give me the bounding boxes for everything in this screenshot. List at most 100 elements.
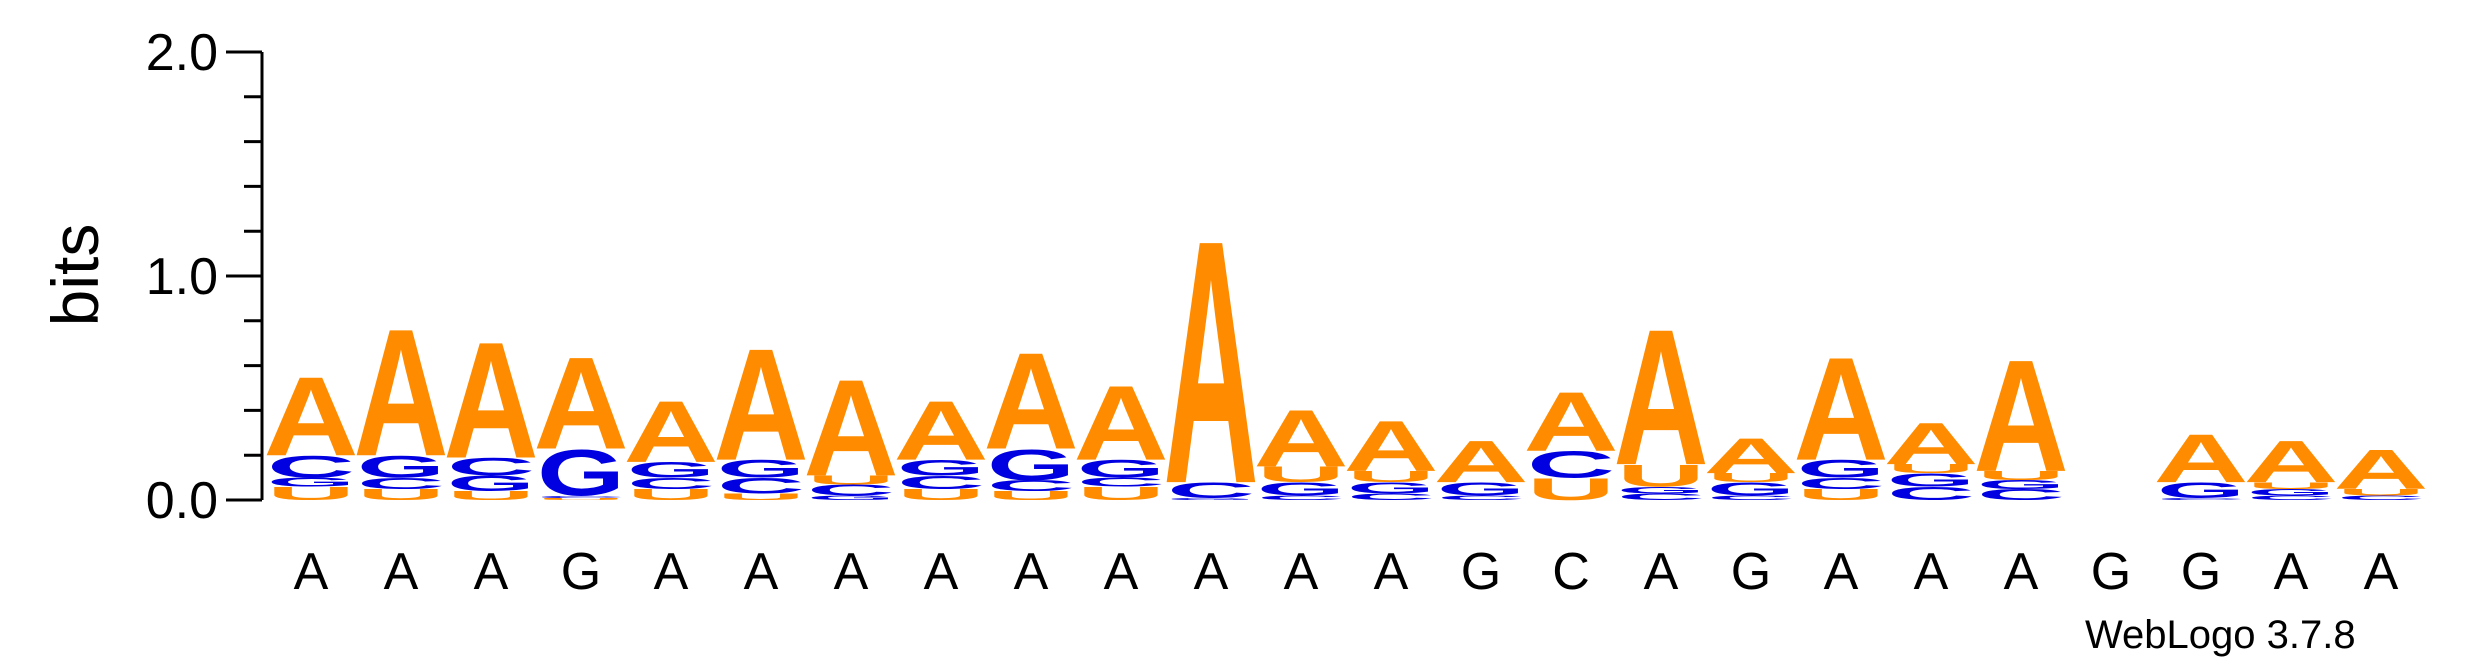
position-label: G [2091, 543, 2131, 601]
glyph-u: U [1347, 468, 1435, 485]
glyph-a: A [1793, 327, 1888, 491]
glyph-g: G [1437, 479, 1525, 500]
glyph-c: C [1617, 492, 1705, 502]
position-label: A [474, 543, 509, 601]
glyph-g: G [1077, 455, 1165, 483]
glyph-a: A [443, 307, 538, 493]
glyph-u: U [357, 486, 445, 503]
glyph-c: C [2337, 494, 2425, 501]
glyph-u: U [447, 489, 535, 503]
glyph-g: G [1167, 497, 1255, 500]
glyph-a: A [2333, 438, 2428, 501]
glyph-c: C [447, 453, 535, 481]
glyph-g: G [1257, 479, 1345, 500]
glyph-a: A [1613, 290, 1708, 506]
glyph-c: C [1797, 475, 1885, 492]
position-label: A [1194, 543, 1229, 601]
stack-column: GCA [1163, 167, 1258, 556]
glyph-g: G [537, 436, 625, 510]
glyph-u: U [627, 486, 715, 503]
position-label: A [294, 543, 329, 601]
glyph-c: C [627, 475, 715, 492]
glyph-g: G [1887, 470, 1975, 491]
glyph-g: G [447, 471, 535, 495]
glyph-u: U [1077, 483, 1165, 504]
position-label: G [2181, 543, 2221, 601]
y-tick-label: 2.0 [146, 24, 218, 82]
position-label: A [2004, 543, 2039, 601]
glyph-a: A [263, 353, 358, 479]
glyph-g: G [357, 449, 445, 484]
glyph-a: A [533, 330, 628, 477]
position-label: A [924, 543, 959, 601]
stack-column: CGA [2153, 421, 2248, 503]
position-label: A [1104, 543, 1139, 601]
y-axis: 0.0 1.0 2.0 [146, 24, 264, 530]
glyph-c: C [2247, 494, 2335, 501]
glyph-g: G [2157, 478, 2245, 502]
glyph-g: G [717, 455, 805, 483]
glyph-u: U [1887, 462, 1975, 476]
glyph-a: A [1883, 410, 1978, 477]
glyph-g: G [1797, 455, 1885, 483]
position-label: A [384, 543, 419, 601]
glyph-c: C [357, 475, 445, 492]
glyph-c: C [1347, 492, 1435, 502]
position-label: A [654, 543, 689, 601]
glyph-u: U [897, 486, 985, 503]
glyph-c: C [1167, 478, 1255, 503]
glyph-u: U [537, 497, 625, 500]
glyph-a: A [983, 324, 1078, 478]
glyph-a: A [1433, 428, 1528, 495]
y-axis-label: bits [38, 224, 112, 327]
glyph-a: A [2243, 428, 2338, 495]
glyph-a: A [1343, 406, 1438, 487]
position-label: A [1284, 543, 1319, 601]
glyph-u: U [1977, 469, 2065, 483]
glyph-u: U [2247, 480, 2335, 490]
glyph-c: C [1437, 494, 1525, 501]
glyph-c: C [1527, 444, 1615, 486]
glyph-a: A [623, 383, 718, 481]
glyph-a: A [1703, 428, 1798, 484]
position-label: A [2274, 543, 2309, 601]
y-tick-label: 1.0 [146, 248, 218, 306]
glyph-c: C [1887, 483, 1975, 504]
glyph-c: C [537, 495, 625, 498]
glyph-g: G [267, 475, 355, 489]
glyph-g: G [897, 456, 985, 480]
position-label: C [1552, 543, 1590, 601]
glyph-u: U [1707, 471, 1795, 485]
glyph-u: U [807, 473, 895, 487]
glyph-a: A [2153, 421, 2248, 498]
stack-column: UCA [1523, 375, 1618, 506]
glyph-g: G [627, 458, 715, 482]
glyph-c: C [1977, 486, 2065, 503]
glyph-g: G [807, 494, 895, 501]
letter-stacks: UGCAUCGAUGCAUCGAUCGAUCGAGCUAUCGAUCGAUCGA… [263, 167, 2428, 556]
position-label: A [744, 543, 779, 601]
glyph-c: C [807, 481, 895, 498]
position-label: G [1731, 543, 1771, 601]
glyph-u: U [717, 492, 805, 502]
glyph-g: G [1617, 485, 1705, 496]
position-label: A [834, 543, 869, 601]
glyph-a: A [1163, 167, 1258, 556]
glyph-u: U [1797, 486, 1885, 503]
position-label: A [1644, 543, 1679, 601]
